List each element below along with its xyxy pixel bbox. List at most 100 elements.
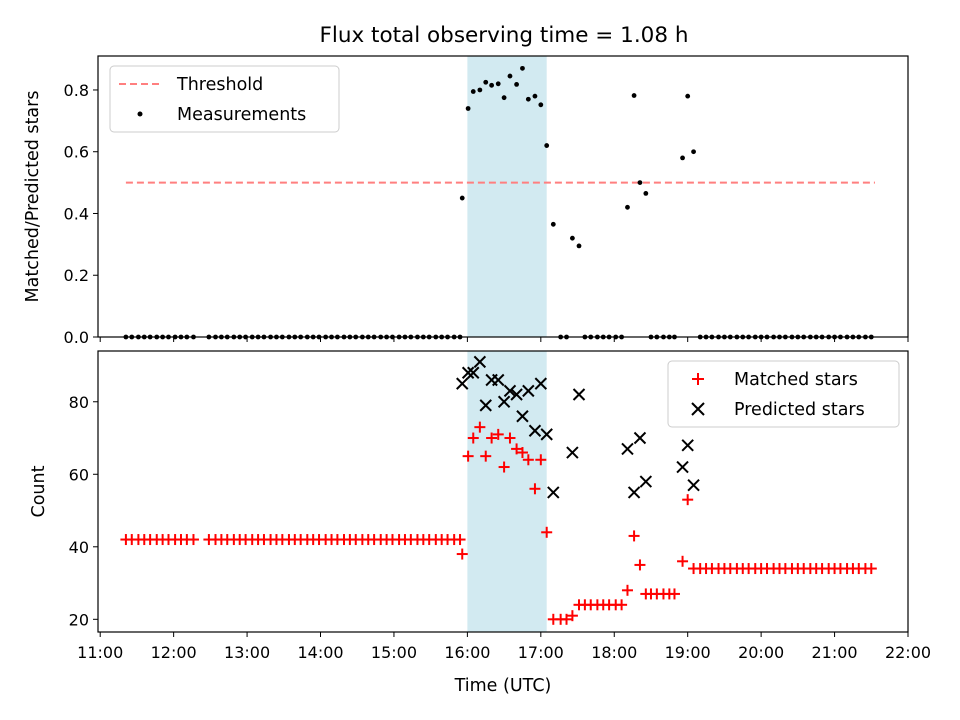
measurement-point: [544, 143, 550, 148]
measurement-point: [507, 73, 513, 79]
predicted-marker-b: [522, 384, 535, 398]
predicted-marker-b: [627, 486, 641, 499]
predicted-stars-points: [456, 355, 700, 499]
measurement-point: [477, 87, 483, 93]
bottom-y-axis-label: Count: [29, 465, 49, 517]
matched-star-point: [467, 432, 479, 444]
predicted-star-point: [639, 475, 653, 488]
predicted-marker-b: [540, 428, 553, 441]
predicted-star-point: [510, 388, 523, 401]
legend-predicted-label: Predicted stars: [734, 400, 865, 420]
matched-stars-points: [120, 421, 877, 625]
predicted-star-point: [479, 399, 492, 412]
predicted-star-point: [633, 431, 647, 445]
y-tick-label: 20: [69, 610, 89, 629]
predicted-marker-b: [621, 442, 634, 456]
predicted-star-point: [547, 486, 560, 499]
x-tick-label: 18:00: [591, 643, 637, 662]
y-tick-label: 0.0: [64, 328, 89, 347]
measurement-point: [550, 221, 556, 227]
matched-star-point: [634, 559, 646, 571]
matched-star-point: [456, 548, 468, 560]
matched-star-point: [561, 613, 573, 625]
x-tick-label: 16:00: [444, 643, 490, 662]
measurement-point: [576, 243, 582, 249]
measurement-point: [465, 106, 471, 111]
matched-star-point: [498, 461, 510, 473]
matched-star-point: [187, 534, 199, 546]
bottom-plot-frame: [97, 350, 909, 633]
matched-star-point: [621, 584, 633, 596]
top-x-ticks: [99, 337, 909, 342]
x-tick-label: 20:00: [738, 643, 784, 662]
matched-star-point: [865, 563, 877, 575]
predicted-marker-b: [510, 388, 523, 401]
predicted-marker-b: [681, 439, 694, 452]
bottom-x-ticks: 11:00 12:00 13:00 14:00 15:00 16:00 17:00 18:00…: [77, 632, 931, 662]
predicted-marker-b: [473, 355, 487, 369]
predicted-marker-b: [566, 446, 579, 459]
predicted-marker-b: [687, 478, 700, 492]
matched-star-point: [522, 454, 534, 466]
measurement-point: [520, 65, 525, 71]
predicted-star-point: [681, 439, 694, 452]
predicted-marker-b: [516, 410, 529, 423]
predicted-marker-b: [497, 395, 511, 408]
top-plot-frame: [97, 55, 909, 338]
x-tick-label: 13:00: [224, 643, 270, 662]
matched-star-point: [682, 494, 694, 506]
measurement-point: [643, 191, 649, 196]
top-y-axis-label: Matched/Predicted stars: [23, 91, 43, 303]
predicted-star-point: [627, 486, 641, 499]
predicted-star-point: [566, 446, 579, 459]
predicted-marker-b: [467, 366, 480, 379]
x-tick-label: 12:00: [151, 643, 197, 662]
chart-title: Flux total observing time = 1.08 h: [320, 23, 689, 48]
matched-star-point: [516, 447, 528, 459]
predicted-star-point: [687, 478, 700, 492]
y-tick-label: 0.6: [64, 143, 89, 162]
predicted-marker-b: [633, 431, 647, 445]
measurement-point: [637, 180, 643, 186]
predicted-star-point: [516, 410, 529, 423]
measurement-point: [631, 93, 637, 98]
predicted-star-point: [540, 428, 553, 441]
predicted-star-point: [467, 366, 480, 379]
matched-star-point: [511, 443, 523, 455]
predicted-star-point: [528, 424, 542, 437]
x-tick-label: 19:00: [665, 643, 711, 662]
bottom-legend-box: [667, 360, 900, 428]
y-tick-label: 0.8: [64, 81, 89, 100]
x-tick-label: 11:00: [77, 643, 123, 662]
predicted-star-point: [461, 366, 475, 379]
legend-threshold-label: Threshold: [176, 75, 263, 95]
legend-measurements-swatch: [137, 111, 143, 117]
matched-star-point: [628, 530, 640, 542]
legend-measurements-label: Measurements: [177, 105, 306, 125]
bottom-y-ticks: 20 40 60 80: [69, 393, 98, 629]
y-tick-label: 0.2: [64, 266, 89, 285]
predicted-marker-b: [479, 399, 492, 412]
measurement-point: [470, 89, 476, 94]
y-tick-label: 60: [69, 465, 89, 484]
x-tick-label: 14:00: [297, 643, 343, 662]
predicted-star-point: [473, 355, 487, 369]
x-tick-label: 22:00: [885, 643, 931, 662]
matched-star-point: [541, 526, 553, 538]
top-y-ticks: 0.0 0.2 0.4 0.6 0.8: [64, 81, 98, 347]
predicted-star-point: [621, 442, 634, 456]
measurement-point: [483, 79, 489, 85]
predicted-star-point: [456, 377, 469, 390]
predicted-marker-b: [534, 377, 548, 390]
predicted-star-point: [503, 384, 517, 398]
predicted-star-point: [676, 460, 689, 474]
measurement-point: [489, 82, 495, 88]
top-legend-box: [109, 65, 340, 133]
top-panel: 0.00.20.40.60.8 Matched/Predicted stars …: [23, 55, 909, 347]
predicted-marker-b: [547, 486, 560, 499]
matched-star-point: [454, 534, 466, 546]
predicted-marker-b: [456, 377, 469, 390]
matched-star-point: [535, 454, 547, 466]
